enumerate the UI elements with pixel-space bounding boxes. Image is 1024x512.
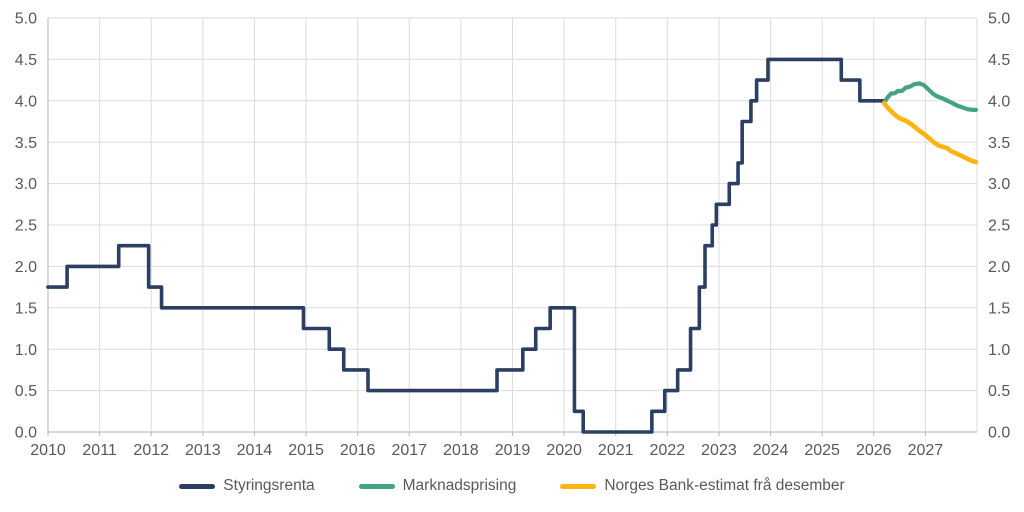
y-axis-tick-label-right: 1.0 [988, 342, 1010, 359]
y-axis-tick-label-right: 0.0 [988, 425, 1010, 442]
legend-item-styringsrenta: Styringsrenta [179, 477, 315, 495]
legend-label: Styringsrenta [223, 477, 315, 494]
legend-line-swatch-icon [560, 483, 597, 489]
series-line-marknadsprising [882, 81, 979, 113]
y-axis-tick-label-left: 1.0 [15, 342, 37, 359]
x-axis-tick-label: 2025 [804, 442, 840, 459]
y-axis-tick-label-right: 2.5 [988, 218, 1010, 235]
y-axis-tick-label-left: 2.5 [15, 218, 37, 235]
chart-legend: Styringsrenta Marknadsprising Norges Bank-… [0, 477, 1024, 495]
x-axis-tick-label: 2016 [340, 442, 376, 459]
x-axis-tick-label: 2015 [288, 442, 324, 459]
y-axis-tick-label-left: 4.0 [15, 93, 37, 110]
y-axis-tick-label-right: 4.5 [988, 52, 1010, 69]
y-axis-tick-label-left: 2.0 [15, 259, 37, 276]
x-axis-tick-label: 2020 [546, 442, 582, 459]
y-axis-tick-label-left: 5.0 [15, 11, 37, 28]
y-axis-tick-label-right: 1.5 [988, 300, 1010, 317]
x-axis-tick-label: 2019 [495, 442, 531, 459]
x-axis-tick-label: 2010 [30, 442, 66, 459]
y-axis-tick-label-right: 3.5 [988, 135, 1010, 152]
x-axis-tick-label: 2017 [391, 442, 427, 459]
legend-item-norges-bank-estimat-fr-desember: Norges Bank-estimat frå desember [560, 477, 845, 495]
x-axis-tick-label: 2023 [701, 442, 737, 459]
legend-label: Norges Bank-estimat frå desember [604, 477, 845, 494]
series-line-styringsrenta [46, 57, 886, 434]
y-axis-tick-label-left: 0.5 [15, 383, 37, 400]
legend-item-marknadsprising: Marknadsprising [358, 477, 517, 495]
y-axis-tick-label-left: 4.5 [15, 52, 37, 69]
x-axis-tick-label: 2013 [185, 442, 221, 459]
y-axis-tick-label-left: 0.0 [15, 425, 37, 442]
legend-line-swatch-icon [358, 483, 395, 489]
x-axis-tick-label: 2027 [908, 442, 944, 459]
y-axis-tick-label-right: 4.0 [988, 93, 1010, 110]
x-axis-tick-label: 2024 [753, 442, 789, 459]
x-axis-tick-label: 2012 [133, 442, 169, 459]
x-axis-tick-label: 2022 [650, 442, 686, 459]
x-axis-tick-label: 2018 [443, 442, 479, 459]
y-axis-tick-label-right: 5.0 [988, 11, 1010, 28]
legend-line-swatch-icon [179, 483, 216, 489]
x-axis-tick-label: 2021 [598, 442, 634, 459]
y-axis-tick-label-left: 3.5 [15, 135, 37, 152]
x-axis-tick-label: 2014 [237, 442, 273, 459]
y-axis-tick-label-right: 0.5 [988, 383, 1010, 400]
series-line-norges-bank-estimat-fr-desember [881, 100, 979, 165]
x-axis-tick-label: 2011 [82, 442, 117, 459]
y-axis-tick-label-right: 2.0 [988, 259, 1010, 276]
x-axis-tick-label: 2026 [856, 442, 892, 459]
legend-label: Marknadsprising [402, 477, 517, 494]
y-axis-tick-label-left: 1.5 [15, 300, 37, 317]
y-axis-tick-label-right: 3.0 [988, 176, 1010, 193]
y-axis-tick-label-left: 3.0 [15, 176, 37, 193]
